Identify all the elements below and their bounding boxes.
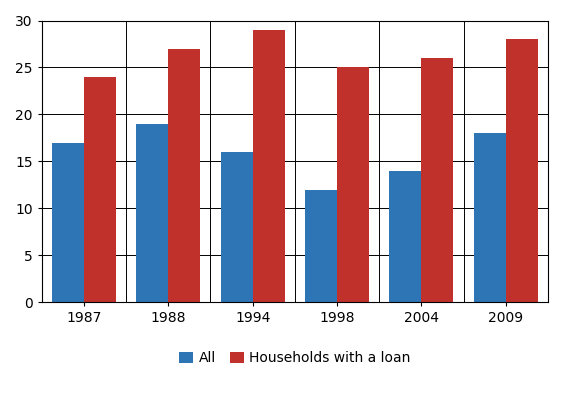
Bar [506, 39, 538, 302]
Bar [136, 124, 168, 302]
Bar [390, 171, 422, 302]
Bar [84, 77, 116, 302]
Bar [337, 67, 369, 302]
Legend: All, Households with a loan: All, Households with a loan [173, 346, 416, 371]
Bar [253, 30, 285, 302]
Bar [305, 190, 337, 302]
Bar [221, 152, 253, 302]
Bar [168, 49, 200, 302]
Bar [473, 133, 506, 302]
Bar [52, 143, 84, 302]
Bar [422, 58, 453, 302]
